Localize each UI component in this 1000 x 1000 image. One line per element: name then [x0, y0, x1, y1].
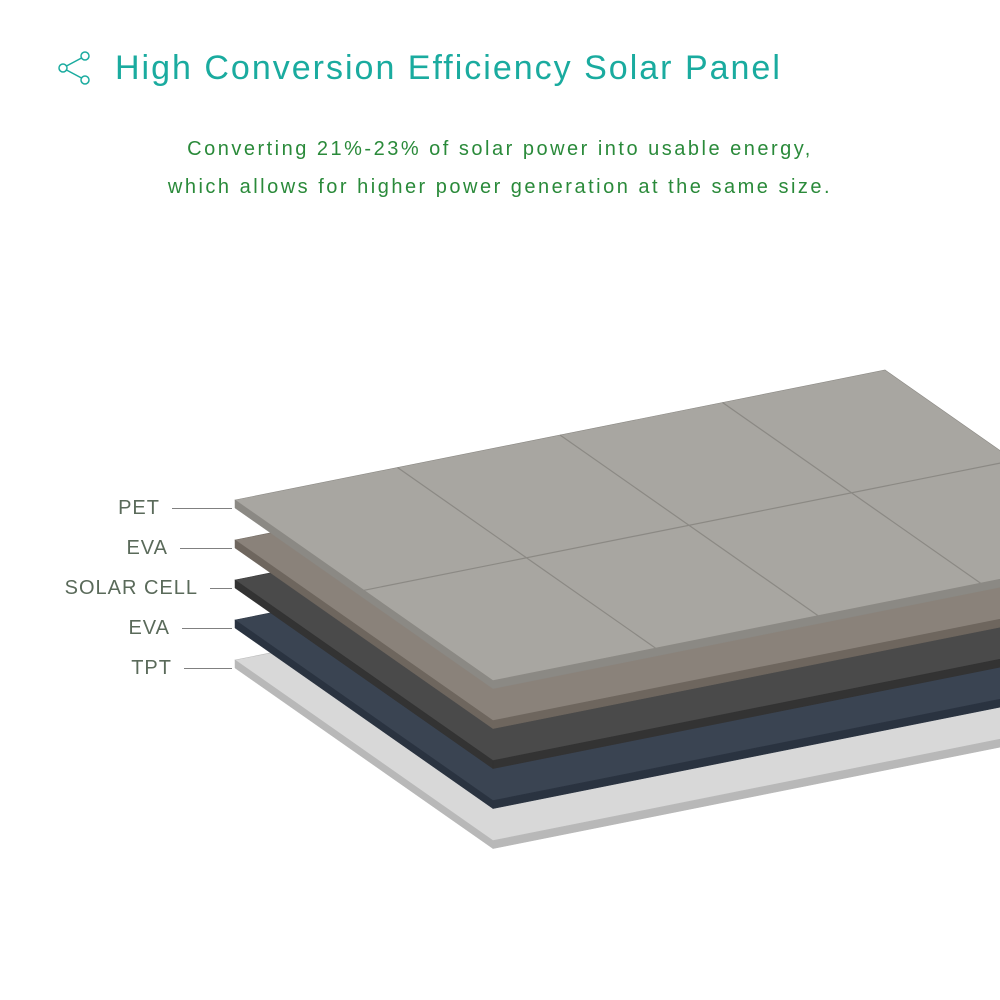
share-icon: [55, 48, 95, 88]
subtitle: Converting 21%-23% of solar power into u…: [0, 130, 1000, 206]
layer-label-row: TPT: [22, 648, 232, 688]
subtitle-line-1: Converting 21%-23% of solar power into u…: [187, 138, 813, 160]
layer-label-text: PET: [118, 497, 160, 520]
layer-label-row: PET: [22, 488, 232, 528]
layer-label-row: EVA: [22, 608, 232, 648]
page-title: High Conversion Efficiency Solar Panel: [115, 49, 782, 88]
layer-label-line: [184, 668, 232, 669]
layer-label-text: TPT: [131, 657, 172, 680]
layer-label-row: EVA: [22, 528, 232, 568]
layer-label-line: [172, 508, 232, 509]
layer-label-line: [182, 628, 232, 629]
layer-label-line: [210, 588, 232, 589]
subtitle-line-2: which allows for higher power generation…: [168, 176, 832, 198]
layer-labels: PET EVA SOLAR CELL EVA TPT: [22, 488, 232, 688]
layer-label-text: EVA: [128, 617, 170, 640]
layer-label-row: SOLAR CELL: [22, 568, 232, 608]
layer-label-text: EVA: [126, 537, 168, 560]
layer-label-text: SOLAR CELL: [65, 577, 198, 600]
layer-label-line: [180, 548, 232, 549]
